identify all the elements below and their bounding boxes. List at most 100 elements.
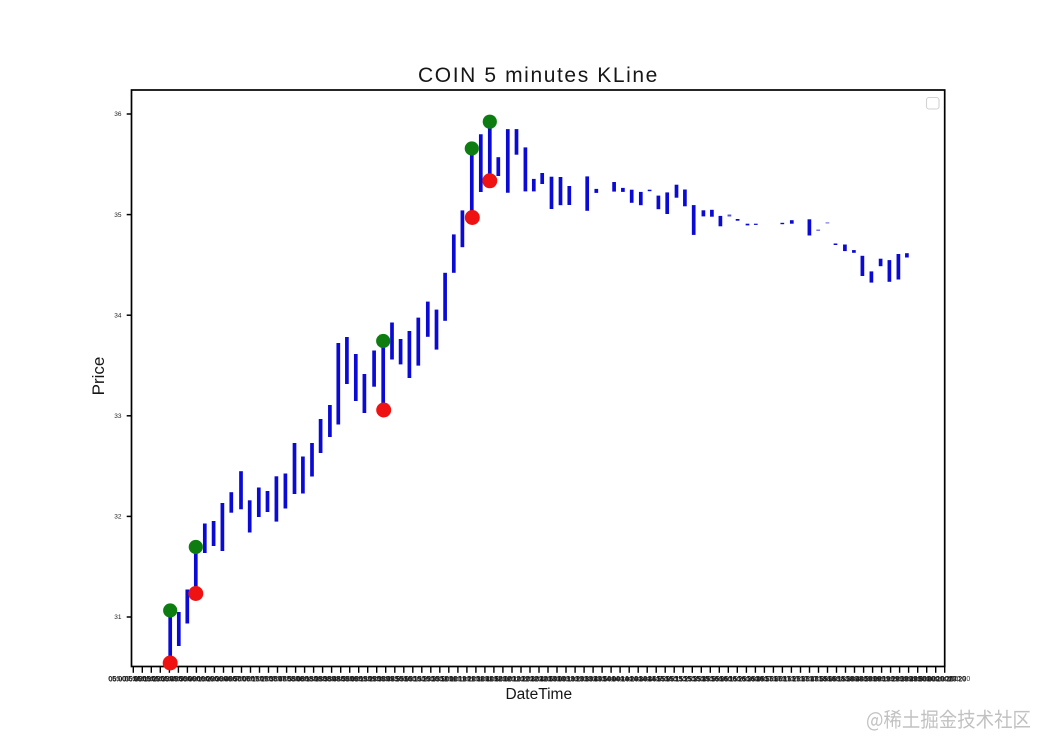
svg-text:07:05: 07:05 [233,676,251,683]
svg-text:05:00: 05:00 [113,676,131,683]
svg-text:10:35: 10:35 [427,676,445,683]
svg-text:16:45: 16:45 [751,676,769,683]
svg-text:05:00: 05:00 [129,676,147,683]
svg-text:15:25: 15:25 [675,676,693,683]
svg-text:05:00: 05:00 [125,676,143,683]
svg-text:17:05: 17:05 [765,676,783,683]
svg-text:05:30: 05:30 [156,676,174,683]
svg-text:16:55: 16:55 [756,676,774,683]
svg-text:14:00: 14:00 [602,676,620,683]
svg-text:17:55: 17:55 [814,676,832,683]
svg-text:05:40: 05:40 [161,676,179,683]
svg-text:15:05: 15:05 [657,676,675,683]
svg-text:09:45: 09:45 [377,676,395,683]
svg-text:20:10: 20:10 [927,676,945,683]
svg-text:11:30: 11:30 [468,676,485,683]
svg-text:10:25: 10:25 [413,676,431,683]
svg-text:14:20: 14:20 [620,676,638,683]
svg-text:15:45: 15:45 [693,676,711,683]
svg-text:07:25: 07:25 [251,676,269,683]
svg-text:15:35: 15:35 [684,676,702,683]
svg-text:15:55: 15:55 [702,676,720,683]
svg-text:05:20: 05:20 [143,676,161,683]
svg-text:19:30: 19:30 [895,676,913,683]
svg-text:10:50: 10:50 [436,676,454,683]
svg-text:10:25: 10:25 [413,676,431,683]
svg-text:10:35: 10:35 [423,676,441,683]
svg-text:17:15: 17:15 [774,676,792,683]
svg-text:08:05: 08:05 [287,676,305,683]
svg-text:09:25: 09:25 [363,676,381,683]
svg-text:11:10: 11:10 [450,676,467,683]
svg-text:13:40: 13:40 [585,676,603,683]
svg-text:10:05: 10:05 [395,676,413,683]
svg-text:11:50: 11:50 [486,676,503,683]
svg-text:13:20: 13:20 [571,676,589,683]
svg-text:11:20: 11:20 [459,676,476,683]
svg-text:12:10: 12:10 [504,676,522,683]
svg-text:13:20: 13:20 [566,676,584,683]
svg-text:19:00: 19:00 [864,676,882,683]
svg-text:12:20: 12:20 [512,676,530,683]
svg-text:07:55: 07:55 [278,676,296,683]
svg-text:20:20: 20:20 [936,676,954,683]
svg-text:05:50: 05:50 [170,676,188,683]
svg-text:05:10: 05:10 [134,676,152,683]
svg-text:14:55: 14:55 [648,676,666,683]
svg-text:19:20: 19:20 [882,676,900,683]
svg-text:07:45: 07:45 [269,676,287,683]
svg-text:19:10: 19:10 [877,676,895,683]
svg-text:14:10: 14:10 [616,676,634,683]
svg-text:14:00: 14:00 [607,676,625,683]
svg-text:11:00: 11:00 [445,676,462,683]
svg-text:16:05: 16:05 [711,676,729,683]
svg-text:06:20: 06:20 [197,676,215,683]
svg-text:12:40: 12:40 [530,676,548,683]
svg-text:17:45: 17:45 [801,676,819,683]
svg-text:20:00: 20:00 [918,676,936,683]
svg-text:08:15: 08:15 [296,676,314,683]
svg-text:17:35: 17:35 [796,676,814,683]
svg-text:18:50: 18:50 [859,676,877,683]
svg-text:16:45: 16:45 [747,676,765,683]
svg-text:10:35: 10:35 [422,676,440,683]
svg-text:14:30: 14:30 [634,676,652,683]
svg-text:15:25: 15:25 [679,676,697,683]
svg-text:COIN 5 minutes KLine: COIN 5 minutes KLine [418,64,659,87]
svg-text:14:10: 14:10 [612,676,630,683]
svg-text:10:15: 10:15 [409,676,427,683]
svg-text:15:05: 15:05 [661,676,679,683]
svg-text:09:35: 09:35 [368,676,386,683]
svg-text:09:45: 09:45 [377,676,395,683]
svg-text:09:15: 09:15 [354,676,372,683]
svg-text:20:10: 20:10 [931,676,949,683]
svg-text:16:15: 16:15 [720,676,738,683]
svg-text:10:25: 10:25 [418,676,436,683]
svg-text:07:15: 07:15 [242,676,260,683]
svg-text:05:50: 05:50 [174,676,192,683]
svg-text:08:45: 08:45 [327,676,345,683]
svg-text:18:40: 18:40 [846,676,864,683]
svg-text:16:45: 16:45 [747,676,765,683]
svg-text:17:45: 17:45 [805,676,823,683]
svg-text:17:25: 17:25 [783,676,801,683]
svg-text:12:10: 12:10 [503,676,521,683]
svg-text:17:25: 17:25 [787,676,805,683]
svg-text:18:15: 18:15 [832,676,850,683]
svg-text:18:30: 18:30 [841,676,859,683]
svg-text:14:45: 14:45 [643,676,661,683]
svg-text:05:20: 05:20 [147,676,165,683]
svg-text:05:30: 05:30 [152,676,170,683]
svg-text:15:35: 15:35 [684,676,702,683]
svg-text:12:10: 12:10 [508,676,526,683]
svg-text:05:10: 05:10 [138,676,156,683]
svg-text:16:55: 16:55 [760,676,778,683]
svg-text:14:55: 14:55 [652,676,670,683]
svg-text:08:25: 08:25 [309,676,327,683]
svg-text:11:40: 11:40 [477,676,494,683]
svg-text:33: 33 [114,413,122,420]
svg-text:20:20: 20:20 [949,676,967,683]
svg-text:06:00: 06:00 [179,676,197,683]
svg-text:20:20: 20:20 [940,676,958,683]
svg-text:09:55: 09:55 [386,676,404,683]
